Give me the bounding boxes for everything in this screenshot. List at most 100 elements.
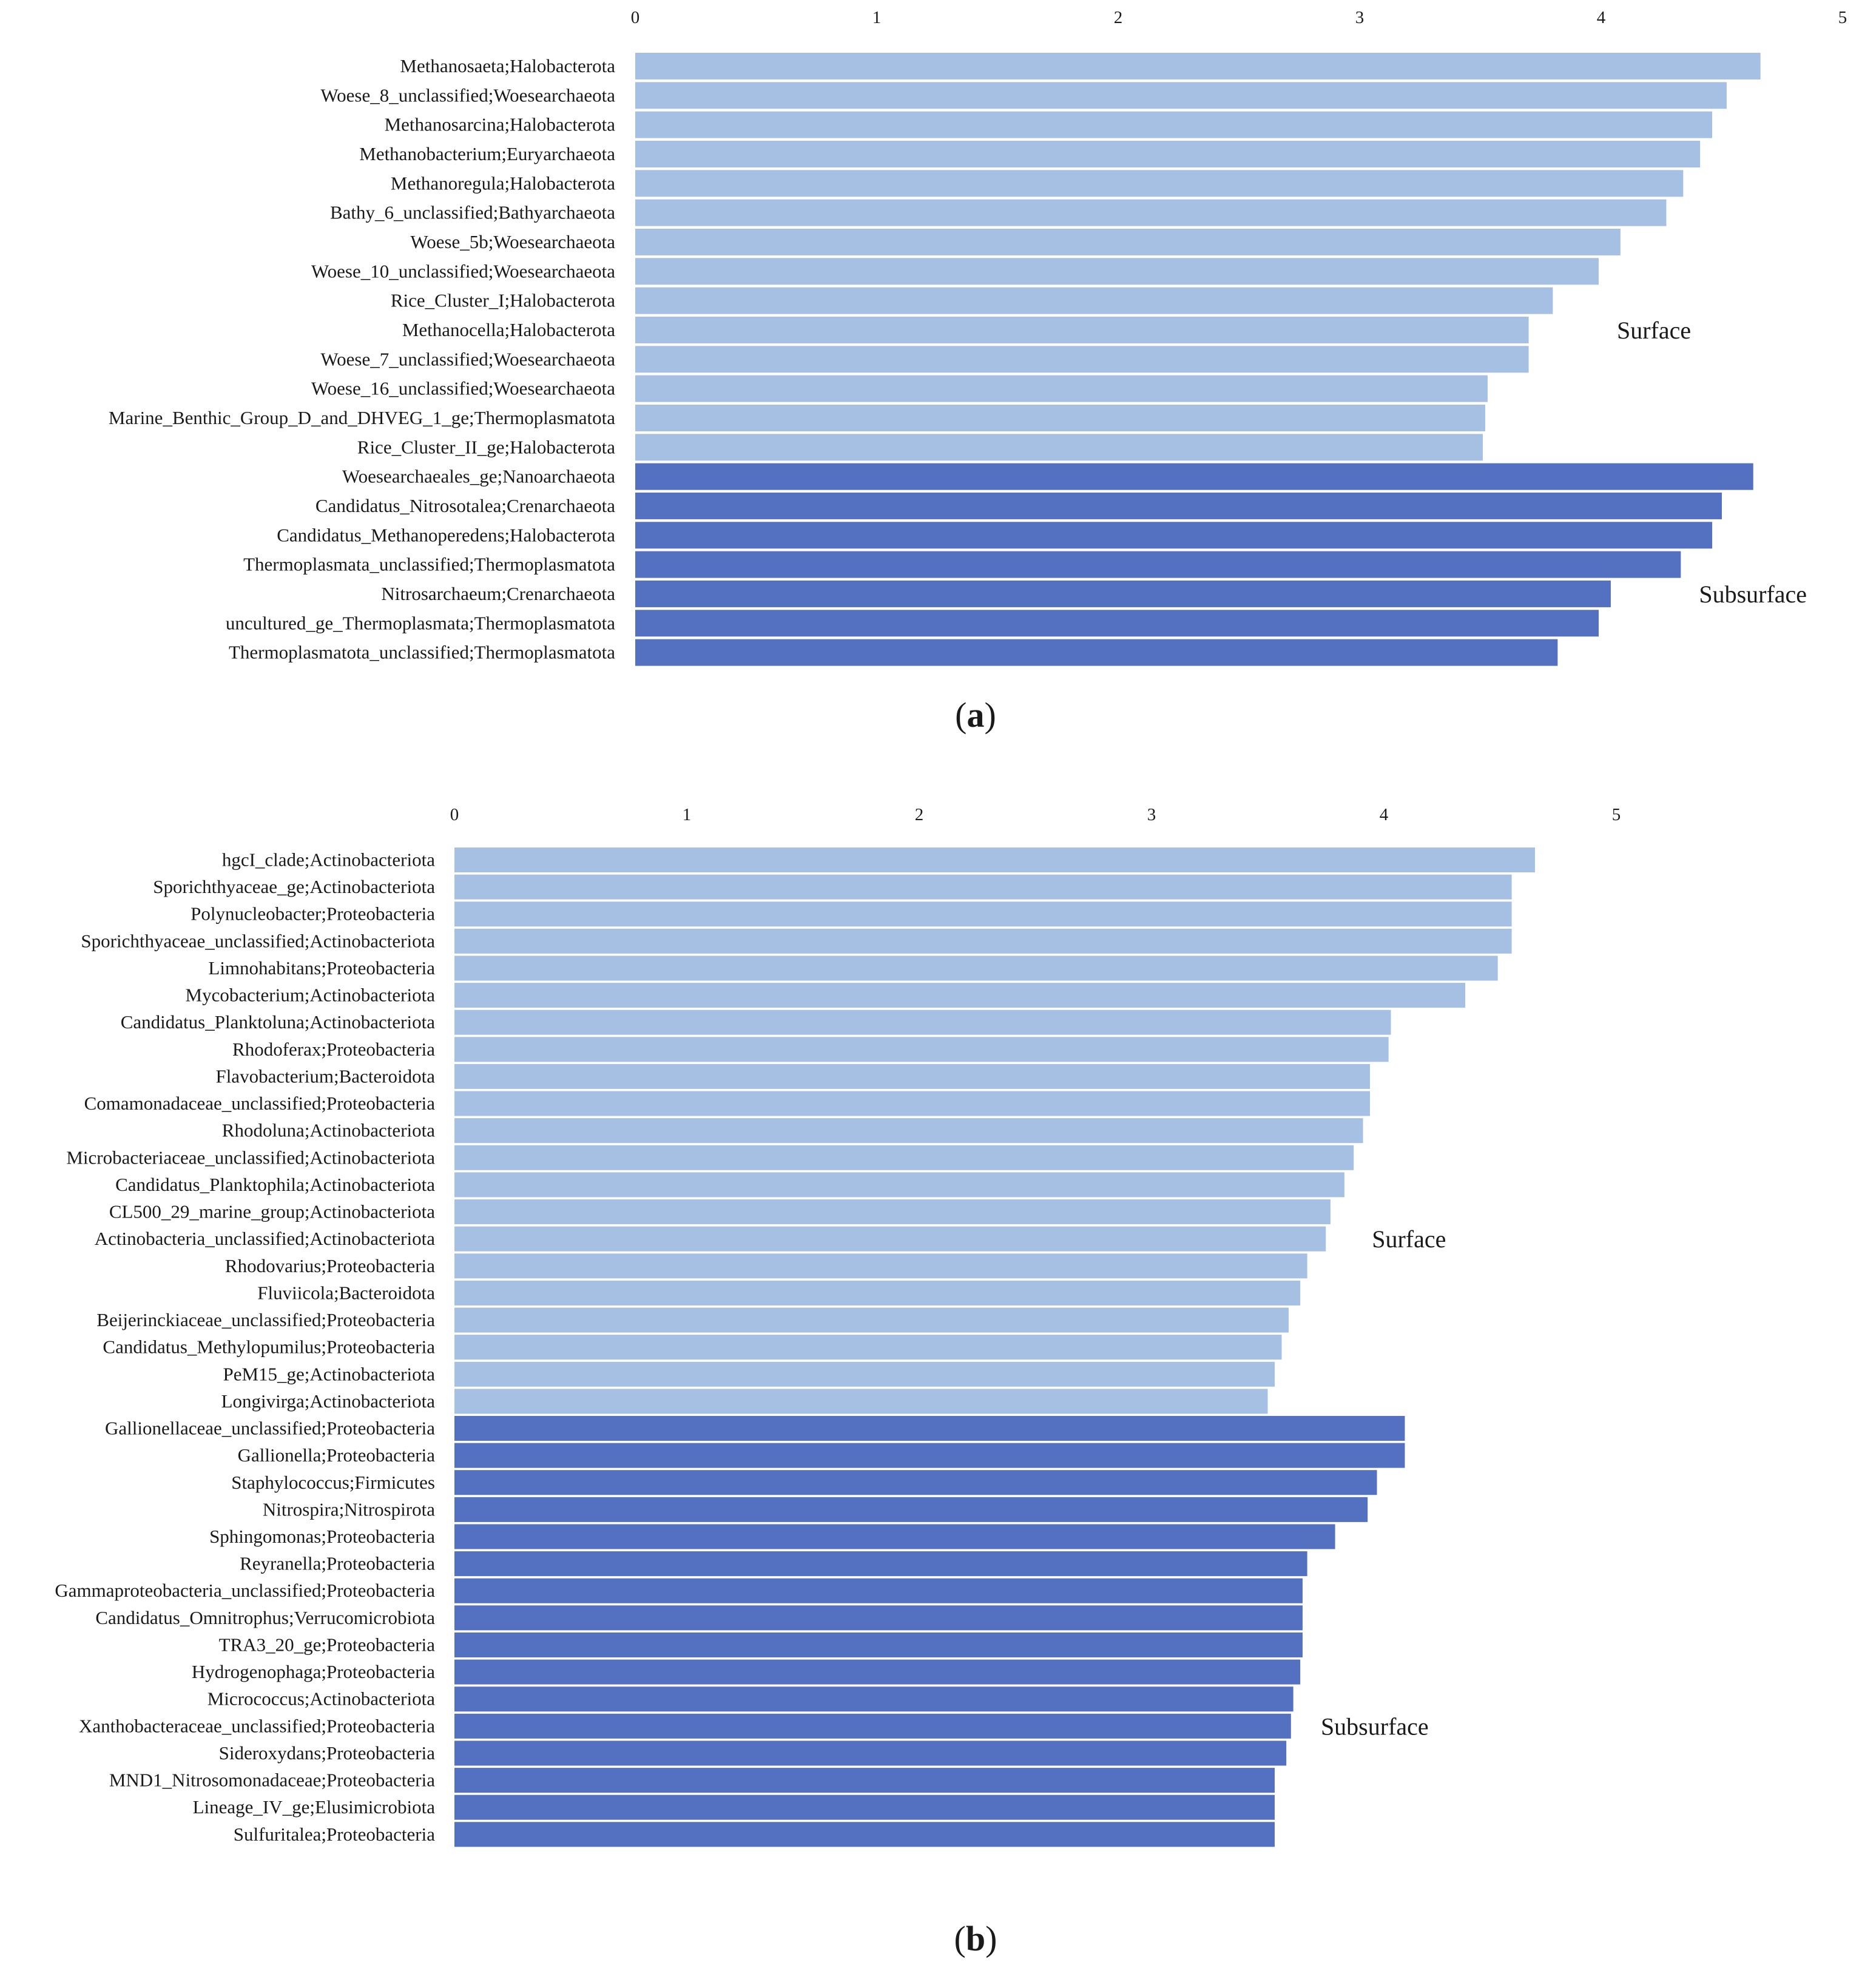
bar-surface [454,1280,1301,1306]
category-label: Xanthobacteraceae_unclassified;Proteobac… [79,1715,435,1736]
category-label: Candidatus_Planktoluna;Actinobacteriota [121,1011,436,1033]
category-label: Thermoplasmatota_unclassified;Thermoplas… [229,642,615,663]
x-tick-label: 1 [683,805,692,824]
bar-surface [635,111,1713,138]
category-label: Limnohabitans;Proteobacteria [208,957,435,979]
panel-label-open: ( [954,1919,966,1958]
bar-subsurface [454,1551,1307,1577]
category-label: Marine_Benthic_Group_D_and_DHVEG_1_ge;Th… [109,407,615,428]
bar-surface [635,140,1701,167]
bar-subsurface [635,610,1599,637]
category-label: Rhodovarius;Proteobacteria [225,1255,435,1276]
panel-label-letter: b [966,1919,985,1958]
x-tick-label: 3 [1355,8,1364,27]
category-label: hgcI_clade;Actinobacteriota [222,849,435,871]
category-label: Actinobacteria_unclassified;Actinobacter… [95,1228,435,1249]
bar-subsurface [454,1740,1287,1766]
bar-subsurface [635,639,1558,666]
category-label: Woesearchaeales_ge;Nanoarchaeota [342,466,615,487]
category-label: Methanocella;Halobacterota [402,319,615,340]
category-label: Candidatus_Planktophila;Actinobacteriota [115,1174,435,1195]
bar-subsurface [635,580,1611,607]
category-label: Sphingomonas;Proteobacteria [209,1526,435,1547]
bar-surface [635,228,1621,255]
category-label: Rice_Cluster_I;Halobacterota [391,290,615,311]
bar-subsurface [454,1605,1303,1631]
x-tick-label: 2 [1114,8,1123,27]
category-label: Woese_7_unclassified;Woesearchaeota [320,348,615,369]
x-tick-label: 5 [1612,805,1621,824]
bar-subsurface [454,1713,1291,1739]
category-label: Sulfuritalea;Proteobacteria [234,1824,435,1845]
group-label-surface: Surface [1617,317,1691,344]
category-label: Longivirga;Actinobacteriota [221,1390,436,1412]
category-label: Woese_5b;Woesearchaeota [410,231,615,252]
bar-surface [454,1118,1363,1144]
bar-surface [454,1091,1371,1116]
bar-subsurface [454,1416,1405,1441]
category-label: Woese_8_unclassified;Woesearchaeota [320,84,615,106]
category-label: Methanobacterium;Euryarchaeota [359,143,615,164]
category-label: Candidatus_Nitrosotalea;Crenarchaeota [315,495,615,516]
category-label: Gammaproteobacteria_unclassified;Proteob… [55,1580,435,1601]
bar-surface [454,1199,1331,1225]
bar-surface [454,1335,1282,1360]
category-label: Nitrosarchaeum;Crenarchaeota [381,583,615,604]
category-label: Candidatus_Methanoperedens;Halobacterota [277,524,615,545]
bar-surface [454,847,1535,872]
category-label: Sideroxydans;Proteobacteria [219,1742,436,1764]
bar-surface [454,955,1498,981]
bar-surface [635,53,1761,79]
category-label: Reyranella;Proteobacteria [240,1553,435,1574]
x-tick-label: 4 [1597,8,1606,27]
bar-surface [635,170,1684,197]
x-tick-label: 0 [450,805,459,824]
category-label: Micrococcus;Actinobacteriota [207,1688,436,1710]
category-label: Microbacteriaceae_unclassified;Actinobac… [66,1147,435,1168]
bar-surface [635,316,1529,343]
bar-surface [635,258,1599,285]
category-label: uncultured_ge_Thermoplasmata;Thermoplasm… [226,612,615,633]
bar-subsurface [635,522,1713,549]
bar-subsurface [454,1578,1303,1603]
bar-surface [454,1009,1391,1035]
bar-surface [454,928,1512,954]
category-label: Comamonadaceae_unclassified;Proteobacter… [84,1093,436,1114]
panel-label: (b) [954,1919,997,1958]
bar-subsurface [454,1497,1368,1522]
bar-surface [454,1037,1389,1062]
bar-surface [635,404,1485,431]
category-label: Rhodoluna;Actinobacteriota [222,1120,435,1141]
bar-surface [454,1063,1371,1089]
category-label: Methanoregula;Halobacterota [391,172,615,194]
bar-subsurface [454,1768,1275,1793]
x-tick-label: 4 [1380,805,1389,824]
bar-surface [454,1172,1344,1198]
bar-subsurface [454,1659,1301,1685]
group-label-subsurface: Subsurface [1699,581,1807,608]
bar-surface [454,983,1466,1008]
bar-subsurface [635,492,1722,519]
category-label: Methanosarcina;Halobacterota [385,114,616,135]
category-label: PeM15_ge;Actinobacteriota [223,1363,435,1384]
bar-surface [635,375,1488,402]
category-label: Candidatus_Methylopumilus;Proteobacteria [103,1336,435,1358]
bar-surface [454,1145,1354,1170]
group-label-subsurface: Subsurface [1321,1713,1429,1740]
x-tick-label: 3 [1147,805,1156,824]
category-label: MND1_Nitrosomonadaceae;Proteobacteria [109,1770,435,1791]
category-label: Nitrospira;Nitrospirota [263,1498,435,1520]
bar-surface [454,1361,1275,1387]
category-label: Rhodoferax;Proteobacteria [232,1039,435,1060]
category-label: Methanosaeta;Halobacterota [400,55,615,76]
category-label: Lineage_IV_ge;Elusimicrobiota [193,1796,436,1818]
panel-label-close: ) [985,695,996,735]
bar-surface [635,346,1529,373]
bar-subsurface [454,1632,1303,1657]
bar-subsurface [454,1524,1335,1549]
bar-surface [454,874,1512,900]
category-label: Thermoplasmata_unclassified;Thermoplasma… [243,554,615,575]
category-label: Polynucleobacter;Proteobacteria [191,903,435,925]
category-label: Gallionella;Proteobacteria [238,1444,436,1466]
